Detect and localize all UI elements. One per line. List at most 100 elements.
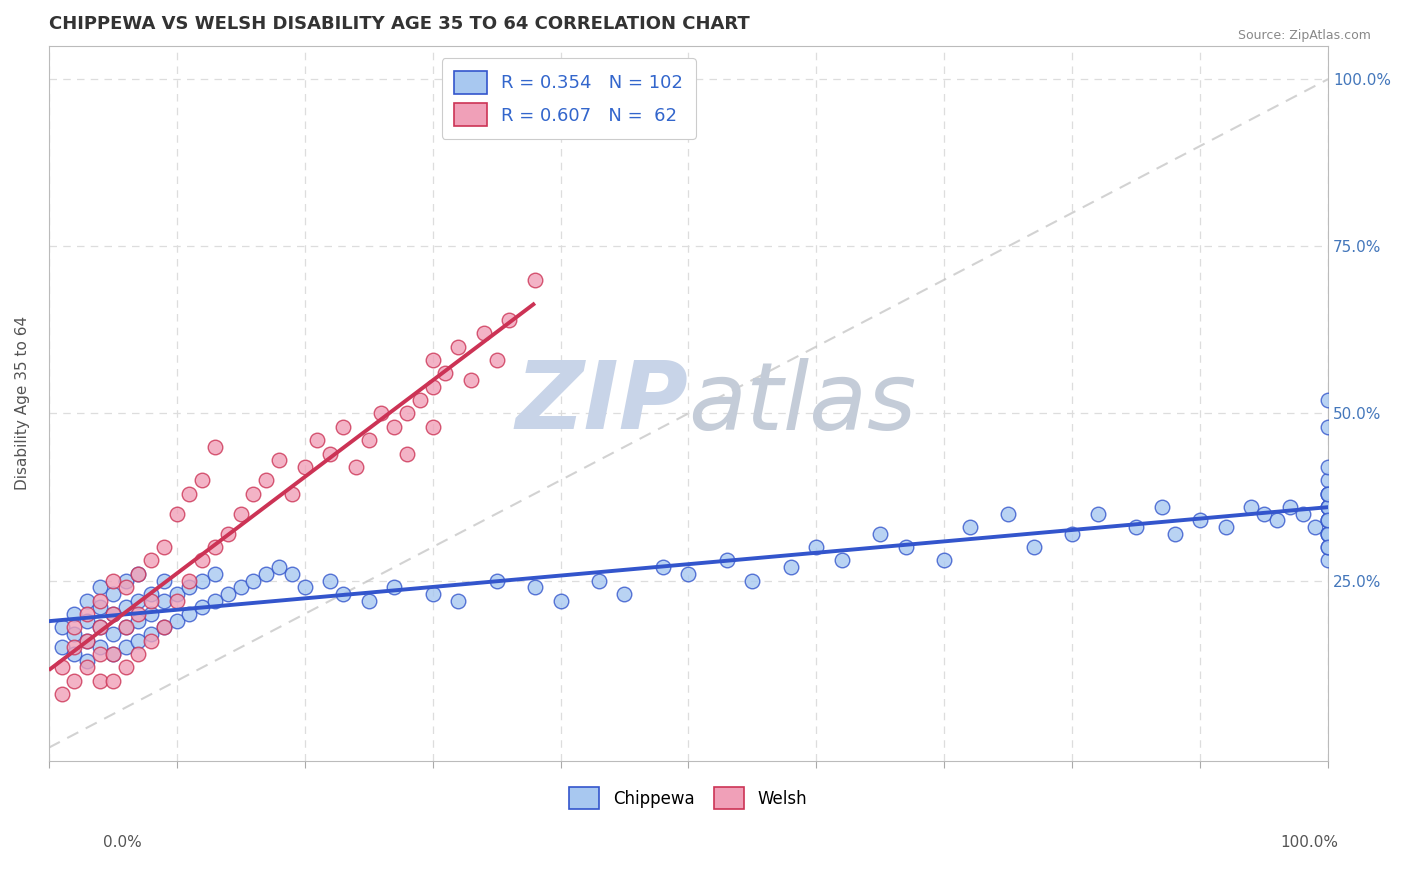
Point: [166, 587, 188, 601]
Legend: Chippewa, Welsh: Chippewa, Welsh: [561, 779, 815, 817]
Point: [395, 406, 418, 420]
Point: [63, 640, 86, 655]
Point: [806, 540, 828, 554]
Point: [409, 392, 432, 407]
Point: [357, 593, 380, 607]
Point: [1265, 513, 1288, 527]
Point: [179, 580, 201, 594]
Point: [395, 446, 418, 460]
Point: [139, 587, 162, 601]
Point: [332, 419, 354, 434]
Point: [894, 540, 917, 554]
Point: [1317, 459, 1340, 474]
Point: [63, 620, 86, 634]
Point: [1317, 473, 1340, 487]
Point: [114, 574, 136, 588]
Point: [460, 373, 482, 387]
Point: [101, 647, 124, 661]
Point: [294, 580, 316, 594]
Point: [89, 620, 111, 634]
Point: [153, 620, 176, 634]
Point: [242, 574, 264, 588]
Point: [1317, 419, 1340, 434]
Point: [422, 379, 444, 393]
Point: [89, 593, 111, 607]
Point: [101, 587, 124, 601]
Point: [1317, 540, 1340, 554]
Point: [114, 600, 136, 615]
Text: Source: ZipAtlas.com: Source: ZipAtlas.com: [1237, 29, 1371, 42]
Point: [101, 627, 124, 641]
Point: [1087, 507, 1109, 521]
Y-axis label: Disability Age 35 to 64: Disability Age 35 to 64: [15, 317, 30, 491]
Point: [370, 406, 392, 420]
Point: [51, 660, 73, 674]
Point: [76, 593, 98, 607]
Point: [1215, 520, 1237, 534]
Point: [1317, 500, 1340, 514]
Point: [344, 459, 367, 474]
Point: [63, 673, 86, 688]
Point: [523, 273, 546, 287]
Point: [166, 614, 188, 628]
Point: [831, 553, 853, 567]
Point: [76, 633, 98, 648]
Point: [434, 366, 457, 380]
Point: [382, 419, 405, 434]
Point: [307, 433, 329, 447]
Point: [179, 486, 201, 500]
Point: [229, 507, 252, 521]
Point: [485, 574, 508, 588]
Point: [139, 607, 162, 621]
Point: [191, 553, 214, 567]
Text: ZIP: ZIP: [516, 358, 689, 450]
Point: [678, 566, 700, 581]
Point: [1317, 513, 1340, 527]
Point: [127, 593, 149, 607]
Point: [127, 614, 149, 628]
Point: [1062, 526, 1084, 541]
Point: [447, 593, 470, 607]
Point: [1317, 513, 1340, 527]
Point: [869, 526, 891, 541]
Point: [1317, 500, 1340, 514]
Point: [1317, 486, 1340, 500]
Point: [89, 600, 111, 615]
Point: [613, 587, 636, 601]
Point: [959, 520, 981, 534]
Point: [153, 574, 176, 588]
Point: [1125, 520, 1147, 534]
Point: [204, 440, 226, 454]
Point: [997, 507, 1019, 521]
Point: [1278, 500, 1301, 514]
Point: [319, 574, 342, 588]
Point: [254, 473, 277, 487]
Point: [204, 593, 226, 607]
Point: [153, 620, 176, 634]
Point: [281, 486, 304, 500]
Point: [267, 560, 290, 574]
Point: [1317, 526, 1340, 541]
Point: [1317, 486, 1340, 500]
Point: [76, 660, 98, 674]
Point: [63, 647, 86, 661]
Point: [242, 486, 264, 500]
Point: [76, 654, 98, 668]
Point: [179, 607, 201, 621]
Point: [51, 640, 73, 655]
Point: [741, 574, 763, 588]
Point: [114, 620, 136, 634]
Point: [1150, 500, 1173, 514]
Point: [63, 627, 86, 641]
Point: [127, 647, 149, 661]
Point: [127, 566, 149, 581]
Point: [422, 352, 444, 367]
Point: [319, 446, 342, 460]
Text: 100.0%: 100.0%: [1281, 836, 1339, 850]
Point: [523, 580, 546, 594]
Point: [229, 580, 252, 594]
Point: [76, 614, 98, 628]
Point: [166, 593, 188, 607]
Point: [127, 607, 149, 621]
Point: [76, 607, 98, 621]
